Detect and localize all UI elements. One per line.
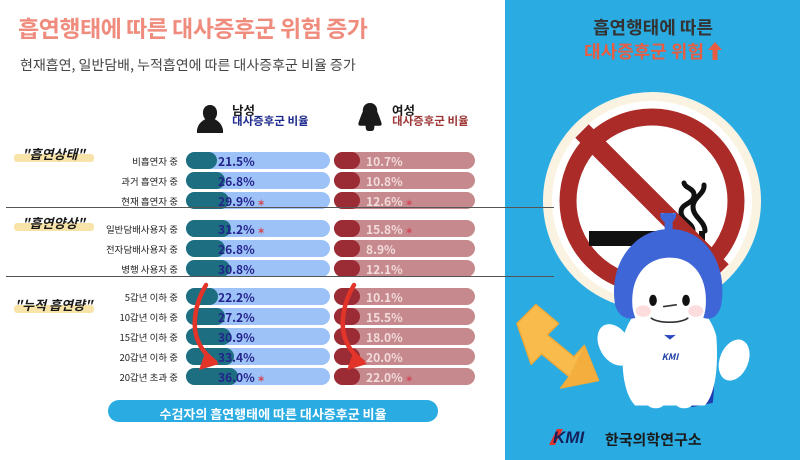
svg-text:KMI: KMI <box>662 350 680 363</box>
